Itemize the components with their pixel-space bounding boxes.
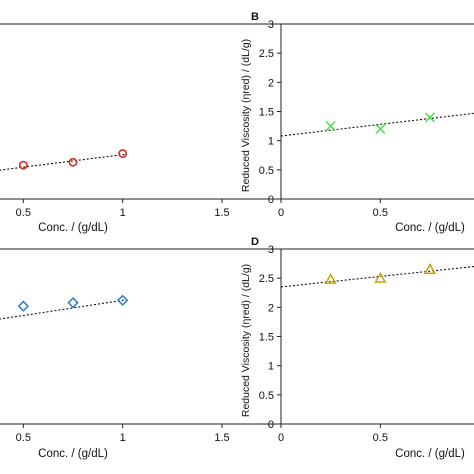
- data-point: [117, 294, 129, 306]
- y-axis-label: Reduced Viscosity (ηred) / (dL/g): [240, 39, 252, 192]
- y-tick-label: 1: [268, 136, 274, 148]
- data-point: [425, 112, 435, 123]
- y-tick-label: 0: [268, 419, 274, 431]
- y-tick-label: 1.5: [259, 332, 274, 344]
- trendline: [280, 265, 474, 288]
- y-tick-label: 2: [268, 302, 274, 314]
- x-tick-label: 0.5: [16, 207, 31, 219]
- data-point: [68, 157, 78, 167]
- data-point: [17, 300, 29, 312]
- x-axis-label: Conc. / (g/dL): [38, 448, 108, 460]
- y-tick-label: 2.5: [259, 48, 274, 60]
- x-tick-label: 0.5: [373, 207, 388, 219]
- trendline: [0, 299, 127, 320]
- data-point: [118, 149, 128, 158]
- x-axis-label: Conc. / (g/dL): [395, 448, 465, 460]
- y-tick-label: 2: [268, 77, 274, 89]
- x-tick-label: 1: [120, 207, 126, 219]
- x-tick-label: 1.5: [214, 207, 229, 219]
- x-tick-label: 1: [120, 432, 126, 444]
- x-axis-label: Conc. / (g/dL): [38, 222, 108, 234]
- x-tick-label: 0.5: [373, 432, 388, 444]
- y-tick-label: 3: [268, 244, 274, 256]
- x-tick-label: 0: [278, 432, 284, 444]
- x-tick-label: 1.5: [214, 432, 229, 444]
- panel-c: 0.5 1 1.5 Conc. / (g/dL): [0, 248, 474, 460]
- data-point: [374, 271, 387, 283]
- data-point: [423, 263, 437, 275]
- data-point: [18, 160, 28, 170]
- trendline: [0, 153, 127, 171]
- data-point: [324, 272, 337, 284]
- data-point: [325, 121, 336, 132]
- y-tick-label: 3: [268, 19, 274, 31]
- x-axis-label: Conc. / (g/dL): [395, 222, 465, 234]
- data-point: [67, 297, 79, 309]
- y-tick-label: 0.5: [259, 165, 274, 177]
- y-tick-label: 1: [268, 361, 274, 373]
- data-point: [375, 124, 386, 134]
- panel-letter: B: [251, 11, 259, 23]
- x-tick-label: 0.5: [16, 432, 31, 444]
- x-tick-label: 0: [278, 207, 284, 219]
- y-tick-label: 1.5: [259, 107, 274, 119]
- y-tick-label: 2.5: [259, 273, 274, 285]
- y-axis-label: Reduced Viscosity (ηred) / (dL/g): [240, 264, 252, 417]
- panel-letter: D: [251, 236, 259, 248]
- panel-a: 0.5 1 1.5 Conc. / (g/dL): [0, 23, 474, 234]
- y-tick-label: 0: [268, 194, 274, 206]
- y-tick-label: 0.5: [259, 390, 274, 402]
